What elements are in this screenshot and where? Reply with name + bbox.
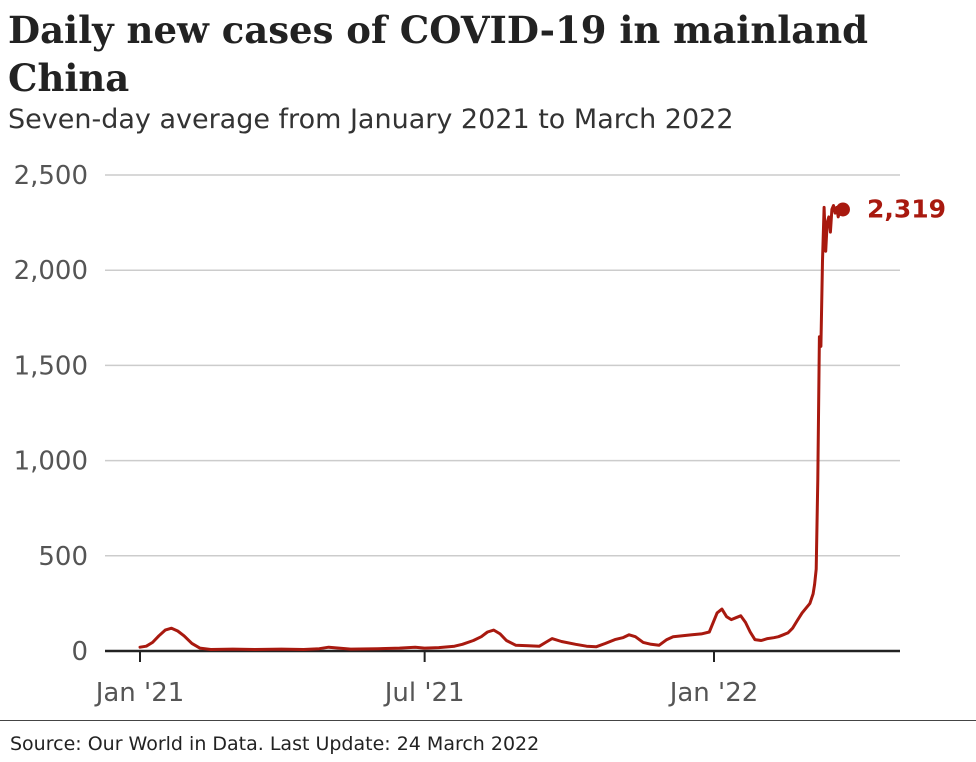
- x-tick-label: Jul '21: [383, 678, 465, 708]
- y-tick-label: 0: [71, 637, 88, 667]
- source-note: Source: Our World in Data. Last Update: …: [10, 733, 540, 755]
- y-tick-label: 2,500: [14, 161, 88, 191]
- x-tick-label: Jan '22: [668, 678, 759, 708]
- series-line: [138, 204, 845, 651]
- x-axis-ticks: Jan '21 Jul '21 Jan '22: [94, 649, 900, 708]
- y-tick-label: 2,000: [14, 256, 88, 286]
- last-value-label: 2,319: [867, 194, 946, 223]
- chart-subtitle: Seven-day average from January 2021 to M…: [8, 104, 734, 135]
- last-point-marker: [835, 202, 850, 217]
- series-layer: 2,319: [138, 194, 946, 651]
- gridlines: [105, 174, 900, 557]
- source-divider: [0, 720, 976, 721]
- y-tick-label: 500: [38, 542, 88, 572]
- chart-title: Daily new cases of COVID-19 in mainland …: [8, 8, 869, 100]
- y-tick-label: 1,500: [14, 351, 88, 381]
- y-tick-label: 1,000: [14, 447, 88, 477]
- x-tick-label: Jan '21: [94, 678, 185, 708]
- y-axis-tick-labels: 0 500 1,000 1,500 2,000 2,500: [14, 161, 88, 667]
